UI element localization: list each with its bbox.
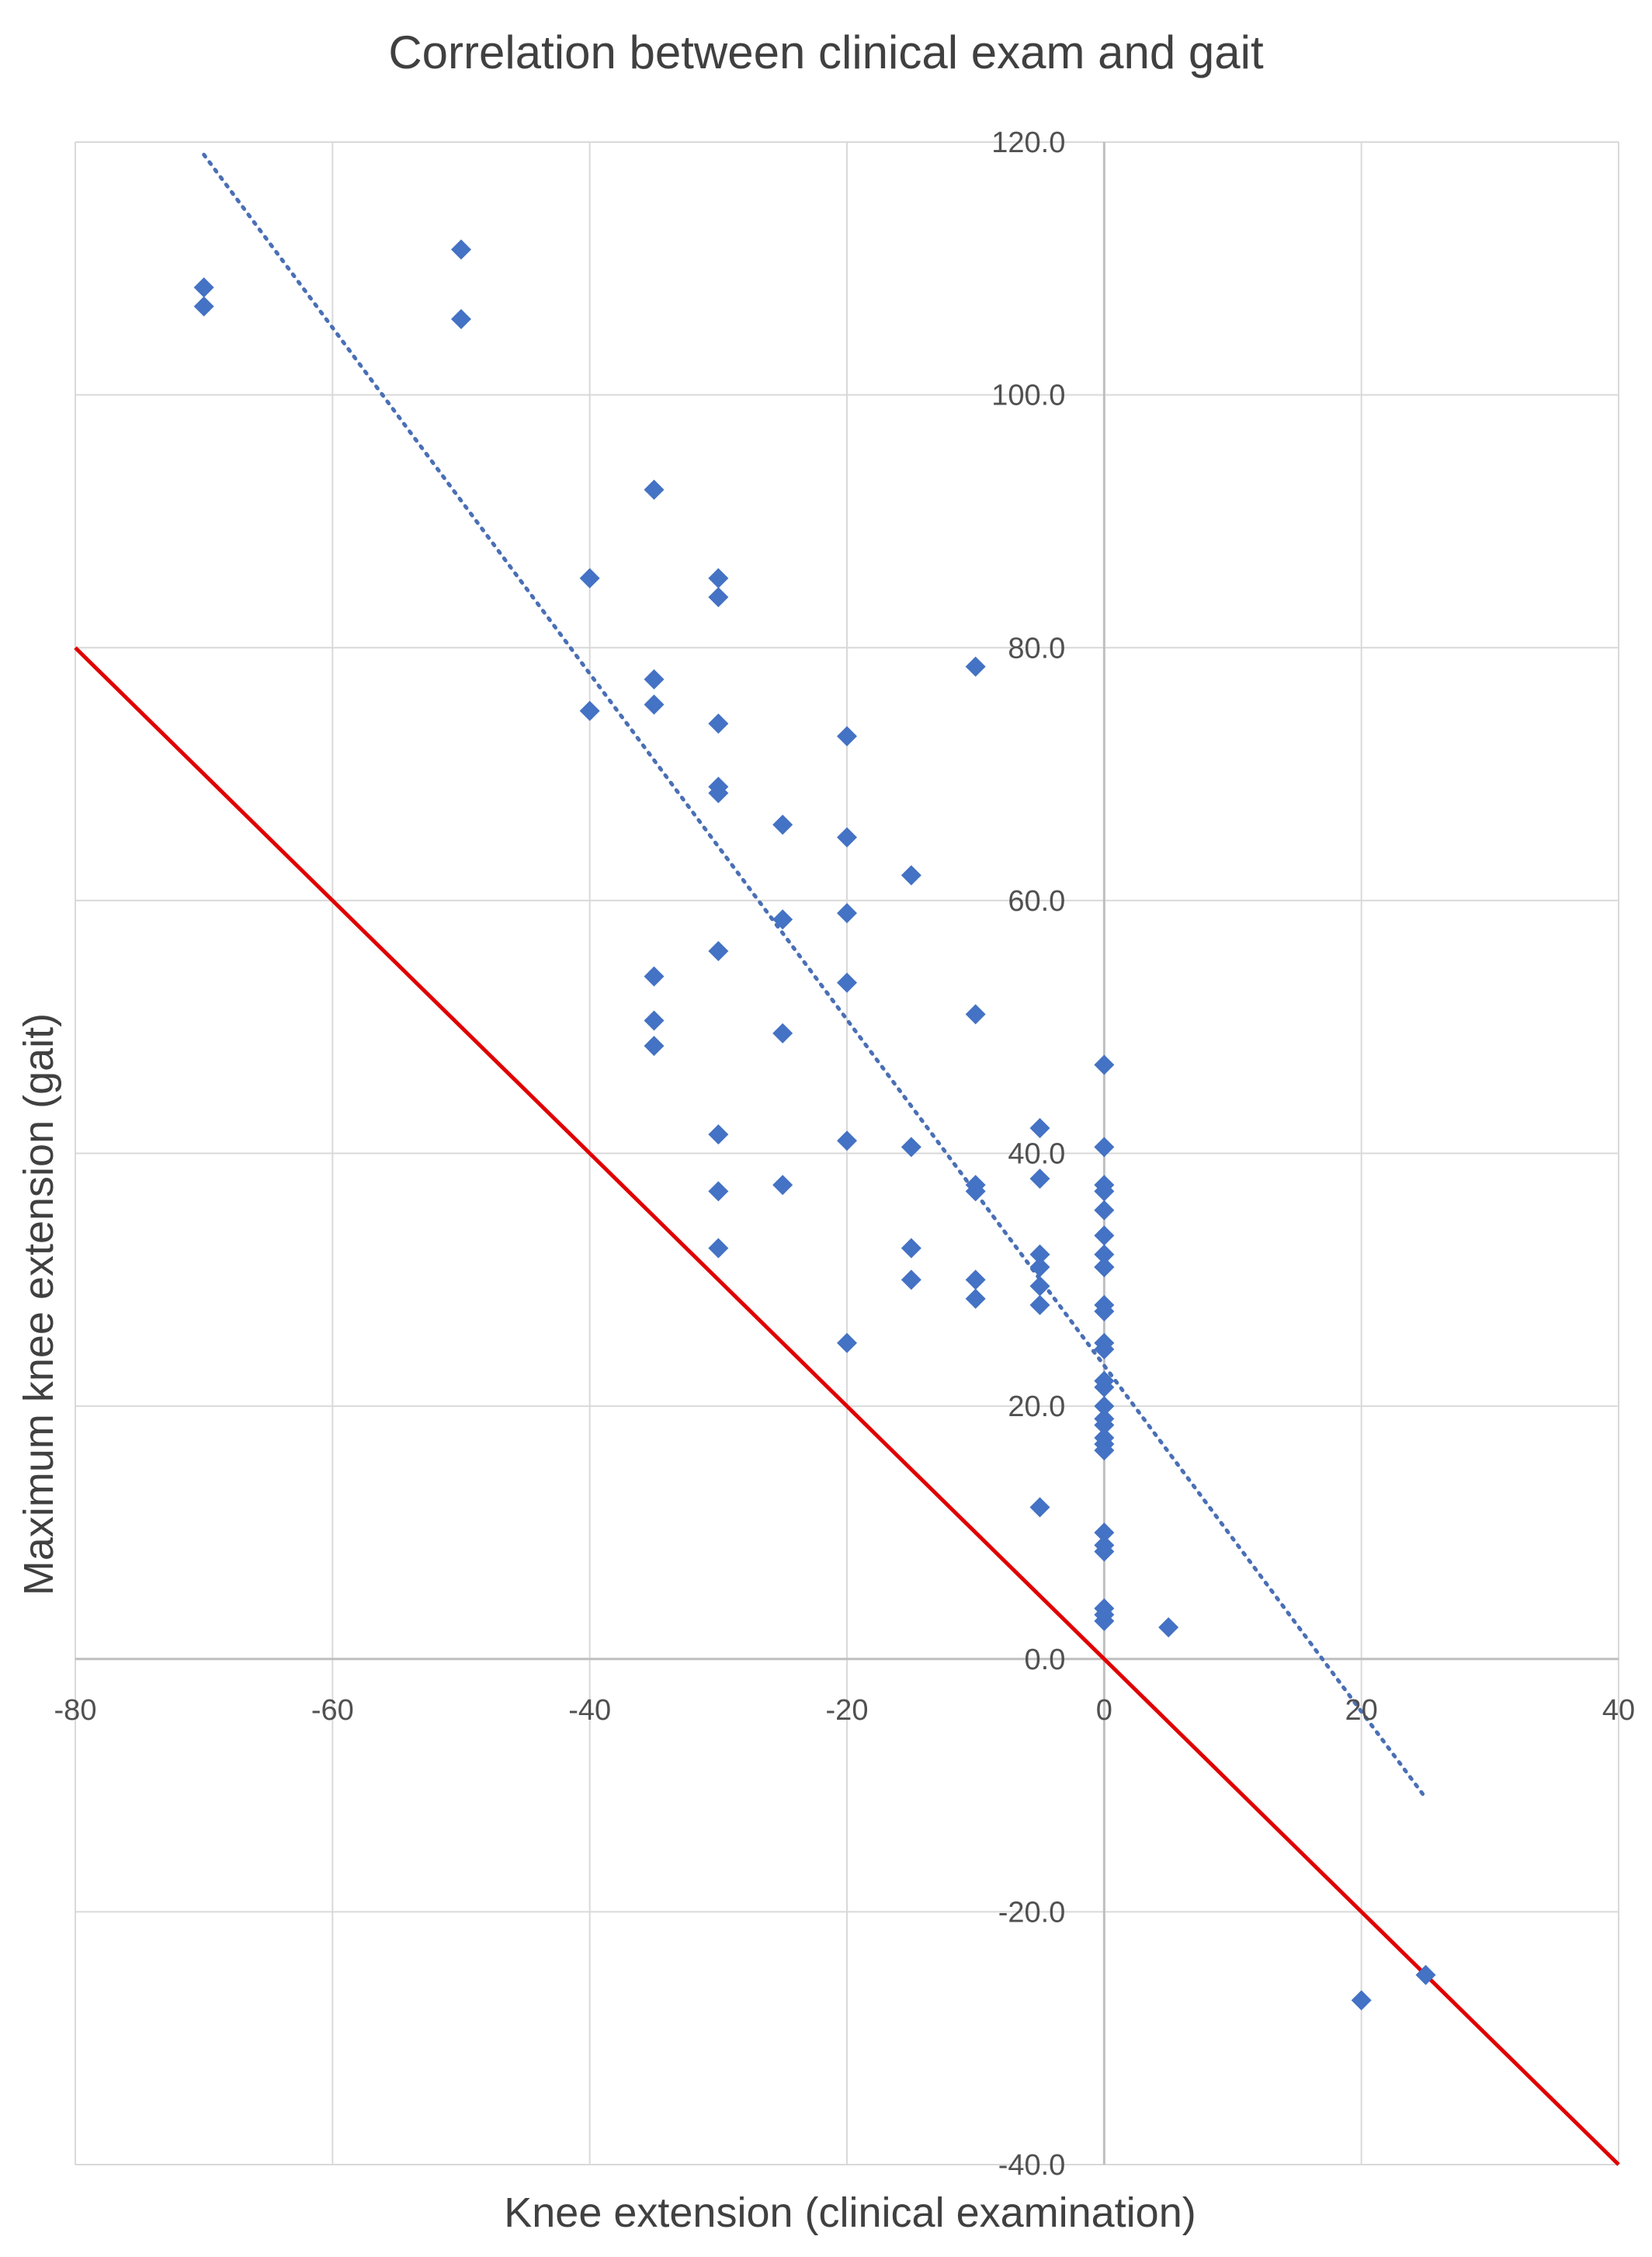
data-point [1094, 1054, 1115, 1075]
data-point [772, 909, 793, 930]
y-tick-label: 100.0 [991, 380, 1065, 412]
data-point [451, 239, 471, 260]
x-tick-label: -60 [311, 1694, 354, 1727]
data-point [1094, 1522, 1115, 1543]
data-point [901, 1238, 921, 1259]
y-tick-label: 20.0 [1008, 1391, 1065, 1423]
data-point [837, 726, 857, 747]
data-point [837, 1332, 857, 1353]
data-point [451, 308, 471, 329]
data-point [644, 1010, 665, 1031]
data-point [579, 568, 600, 589]
data-point [1094, 1339, 1115, 1359]
data-point [708, 783, 729, 804]
data-point [1094, 1257, 1115, 1278]
trendline [202, 152, 1428, 1800]
data-point [1029, 1276, 1050, 1297]
data-point [1415, 1964, 1436, 1985]
data-point [965, 1175, 986, 1196]
data-point [1094, 1377, 1115, 1398]
data-point [193, 277, 214, 298]
data-point [708, 1124, 729, 1145]
tick-labels: -80 -60 -40 -20 0 20 40 -40.0 -20.0 0.0 20.0 40.0 60… [54, 127, 1636, 2182]
x-tick-label: 20 [1345, 1694, 1378, 1727]
data-point [837, 903, 857, 924]
data-point [965, 1269, 986, 1290]
data-point [644, 1036, 665, 1057]
data-point [193, 296, 214, 317]
data-point [1094, 1225, 1115, 1246]
data-point [1029, 1117, 1050, 1138]
data-point [965, 1004, 986, 1025]
data-point [1094, 1396, 1115, 1417]
data-point [1094, 1244, 1115, 1265]
data-point [644, 479, 665, 500]
data-point [965, 656, 986, 677]
data-point [708, 1181, 729, 1202]
data-point [1351, 1990, 1372, 2011]
data-point [1029, 1497, 1050, 1518]
y-tick-label: 60.0 [1008, 885, 1065, 918]
y-tick-label: 40.0 [1008, 1138, 1065, 1171]
data-point [901, 865, 921, 886]
data-point [1094, 1610, 1115, 1631]
data-point [837, 827, 857, 848]
data-point [901, 1269, 921, 1290]
identity-line [74, 646, 1620, 2166]
lines [74, 152, 1620, 2166]
data-point [1094, 1181, 1115, 1202]
data-point [965, 1288, 986, 1309]
data-point [1029, 1168, 1050, 1189]
data-point [1029, 1244, 1050, 1265]
y-tick-label: 0.0 [1025, 1644, 1066, 1676]
data-point [837, 972, 857, 993]
data-point [708, 1238, 729, 1259]
data-point [1094, 1137, 1115, 1158]
y-axis-title: Maximum knee extension (gait) [16, 1013, 62, 1596]
x-tick-label: -40 [568, 1694, 611, 1727]
data-point [901, 1137, 921, 1158]
data-point [708, 587, 729, 608]
data-point [772, 814, 793, 835]
y-tick-label: 80.0 [1008, 632, 1065, 665]
y-tick-label: -40.0 [998, 2149, 1066, 2182]
data-point [644, 966, 665, 987]
data-points [193, 239, 1436, 2011]
data-point [1029, 1294, 1050, 1315]
data-point [1158, 1617, 1179, 1638]
data-point [1094, 1415, 1115, 1436]
x-tick-label: -80 [54, 1694, 97, 1727]
chart-title: Correlation between clinical exam and ga… [388, 26, 1264, 78]
y-tick-label: 120.0 [991, 127, 1065, 159]
data-point [708, 713, 729, 734]
data-point [644, 694, 665, 715]
data-point [708, 568, 729, 589]
x-tick-label: 0 [1096, 1694, 1112, 1727]
x-tick-label: -20 [826, 1694, 869, 1727]
data-point [1094, 1440, 1115, 1461]
data-point [1094, 1541, 1115, 1562]
x-axis-title: Knee extension (clinical examination) [504, 2189, 1196, 2236]
data-point [1094, 1301, 1115, 1322]
y-tick-label: -20.0 [998, 1896, 1066, 1929]
data-point [1094, 1200, 1115, 1221]
data-point [837, 1130, 857, 1151]
x-tick-label: 40 [1602, 1694, 1635, 1727]
data-point [1029, 1257, 1050, 1278]
data-point [579, 700, 600, 721]
data-point [644, 668, 665, 689]
data-point [708, 941, 729, 961]
data-point [772, 1023, 793, 1043]
data-point [772, 1175, 793, 1196]
